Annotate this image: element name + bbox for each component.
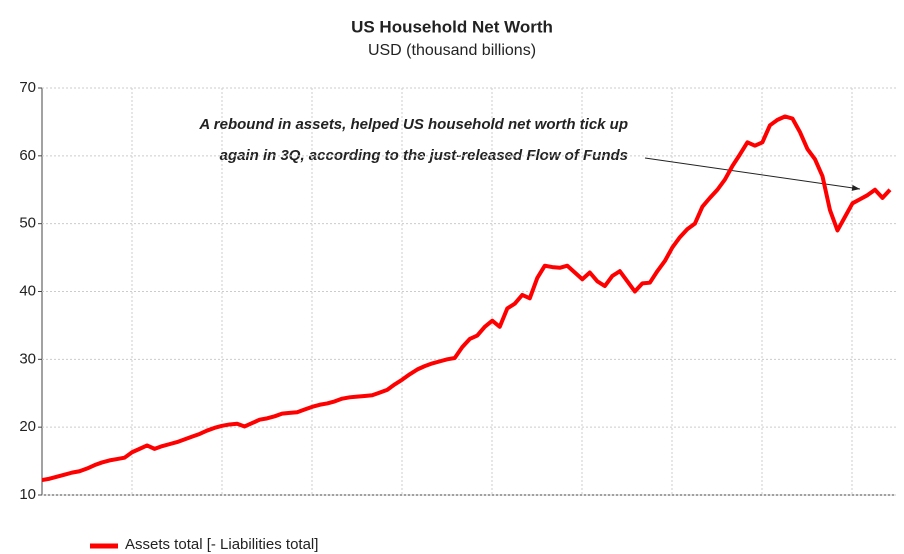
y-tick-label: 40 xyxy=(19,282,36,299)
y-tick-label: 50 xyxy=(19,215,36,232)
y-tick-label: 20 xyxy=(19,418,36,435)
legend-label: Assets total [- Liabilities total] xyxy=(125,536,318,553)
annotation-arrow xyxy=(644,157,861,191)
y-tick-label: 10 xyxy=(19,486,36,503)
y-tick-label: 60 xyxy=(19,147,36,164)
y-tick-label: 70 xyxy=(19,79,36,96)
y-tick-label: 30 xyxy=(19,350,36,367)
annotation: A rebound in assets, helped US household… xyxy=(198,116,628,133)
chart-title: US Household Net Worth xyxy=(351,17,553,36)
chart-subtitle: USD (thousand billions) xyxy=(368,42,536,59)
data-line xyxy=(41,114,892,483)
